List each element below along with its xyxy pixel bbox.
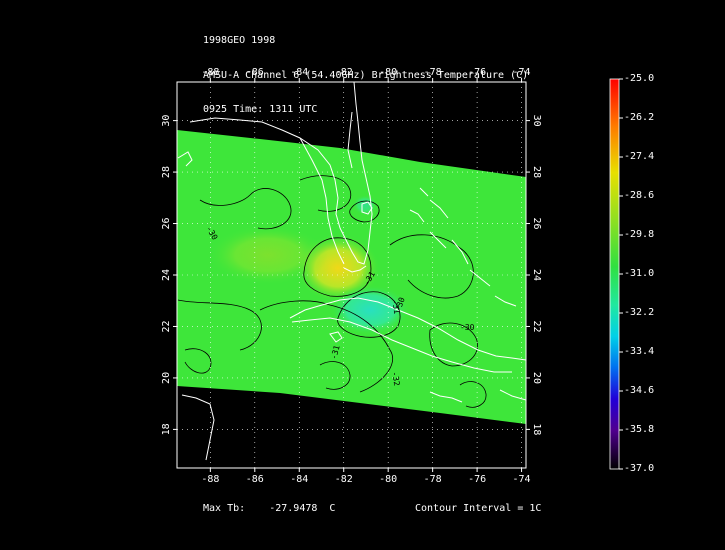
florida-coast [189, 82, 373, 265]
lon-label-top: -76 [468, 67, 486, 78]
max-tb-text: Max Tb: -27.9478 C [203, 503, 336, 514]
colorbar-label: -31.0 [624, 268, 655, 279]
colorbar-label: -26.2 [624, 112, 655, 123]
lat-label-left: 20 [161, 372, 172, 384]
grid-and-ticks [173, 78, 530, 472]
lon-label-bottom: -86 [246, 474, 264, 485]
contour-line [459, 381, 487, 408]
warm-spot-2 [208, 225, 328, 285]
colorbar-label: -25.0 [624, 73, 655, 84]
contour-line [337, 291, 401, 338]
lat-label-right: 22 [531, 320, 542, 332]
lat-label-right: 30 [531, 115, 542, 127]
tick-labels: -88 -88 -86 -86 -84 -84 -82 -82 -80 -80 -78 -78 -76 -… [161, 67, 542, 485]
contour-line [299, 175, 352, 212]
lat-label-left: 30 [161, 115, 172, 127]
inland-river [347, 111, 353, 169]
contour-line [177, 299, 262, 351]
lon-label-top: -78 [424, 67, 442, 78]
cuba-south-coast [291, 317, 512, 373]
lon-label-top: -86 [246, 67, 264, 78]
lon-label-bottom: -74 [513, 474, 531, 485]
hispaniola [499, 389, 526, 401]
lat-label-right: 28 [531, 166, 542, 178]
contour-line [184, 348, 212, 374]
florida-west-coast [299, 137, 345, 265]
lon-label-top: -74 [513, 67, 531, 78]
colorbar-label: -35.8 [624, 424, 655, 435]
contour-line [349, 200, 380, 223]
lon-label-bottom: -82 [335, 474, 353, 485]
lat-label-left: 18 [161, 423, 172, 435]
colorbar-label: -33.4 [624, 346, 655, 357]
map-area [177, 82, 526, 461]
contour-line [389, 234, 474, 299]
contour-label: -32 [390, 371, 401, 387]
colorbar-label: -27.4 [624, 151, 655, 162]
lon-label-bottom: -80 [379, 474, 397, 485]
lon-label-top: -88 [201, 67, 219, 78]
contour-label: -30 [460, 323, 475, 332]
lon-label-top: -84 [290, 67, 308, 78]
contour-line [429, 322, 478, 367]
lon-label-bottom: -76 [468, 474, 486, 485]
contour-line [199, 188, 292, 230]
header-year: 1998GEO 1998 [203, 35, 276, 46]
colorbar-label: -28.6 [624, 190, 655, 201]
contours [177, 175, 487, 408]
lake-okeechobee [361, 201, 373, 215]
colorbar-label: -29.8 [624, 229, 655, 240]
jamaica [429, 391, 463, 403]
contour-interval-text: Contour Interval = 1C [415, 503, 542, 514]
lat-label-left: 22 [161, 320, 172, 332]
contour-line [303, 237, 372, 297]
cuba-coast [289, 297, 526, 361]
header-time: 0925 Time: 1311 UTC [203, 104, 318, 115]
cool-spot-2 [353, 195, 377, 215]
header-channel: AMSU-A Channel 6 (54.40GHz) Brightness T… [203, 69, 529, 81]
misc-coast [177, 151, 193, 167]
coastlines [177, 82, 526, 461]
lat-label-left: 26 [161, 218, 172, 230]
colorbar-label: -34.6 [624, 385, 655, 396]
lon-label-bottom: -88 [201, 474, 219, 485]
lat-label-right: 20 [531, 372, 542, 384]
colorbar [609, 78, 620, 470]
keys [343, 265, 367, 273]
lon-label-top: -82 [335, 67, 353, 78]
yucatan [181, 394, 215, 461]
lat-label-right: 24 [531, 269, 542, 281]
contour-line [259, 300, 393, 393]
contour-label: -31 [329, 344, 341, 360]
lon-label-bottom: -84 [290, 474, 308, 485]
contour-line [319, 361, 351, 390]
contour-label: -31 [390, 299, 401, 315]
lat-label-right: 26 [531, 218, 542, 230]
lat-label-left: 28 [161, 166, 172, 178]
isle-of-youth [329, 331, 343, 343]
colorbar-label: -37.0 [624, 463, 655, 474]
lon-label-bottom: -78 [424, 474, 442, 485]
bahamas [409, 187, 517, 307]
lon-label-top: -80 [379, 67, 397, 78]
lat-label-right: 18 [531, 423, 542, 435]
lat-label-left: 24 [161, 269, 172, 281]
colorbar-label: -32.2 [624, 307, 655, 318]
